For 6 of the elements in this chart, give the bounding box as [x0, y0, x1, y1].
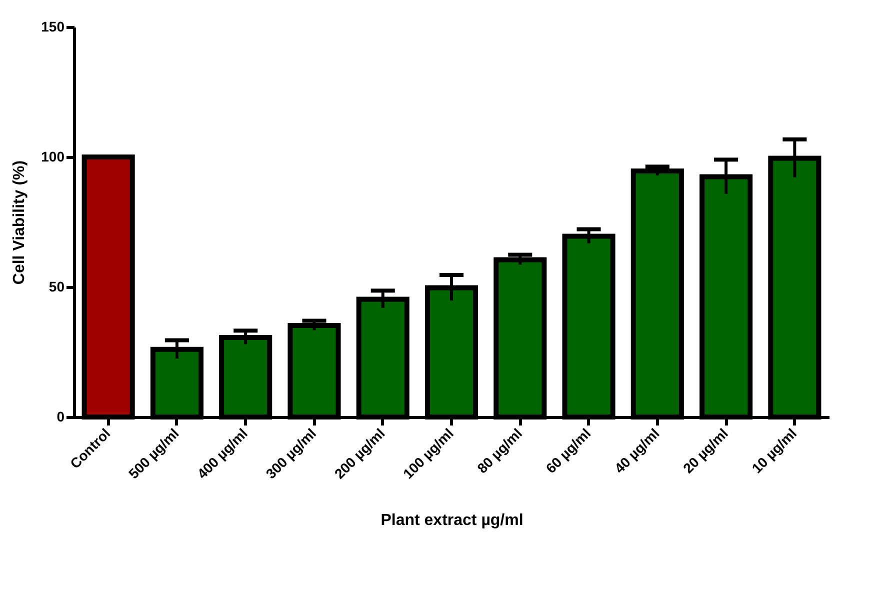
x-axis-title: Plant extract µg/ml: [380, 512, 524, 529]
y-tick-label: 150: [41, 18, 65, 34]
y-tick-label: 0: [56, 408, 65, 424]
y-axis-title: Cell Viability (%): [11, 160, 28, 285]
y-tick-label: 100: [41, 148, 65, 164]
y-tick-label: 50: [48, 278, 65, 294]
